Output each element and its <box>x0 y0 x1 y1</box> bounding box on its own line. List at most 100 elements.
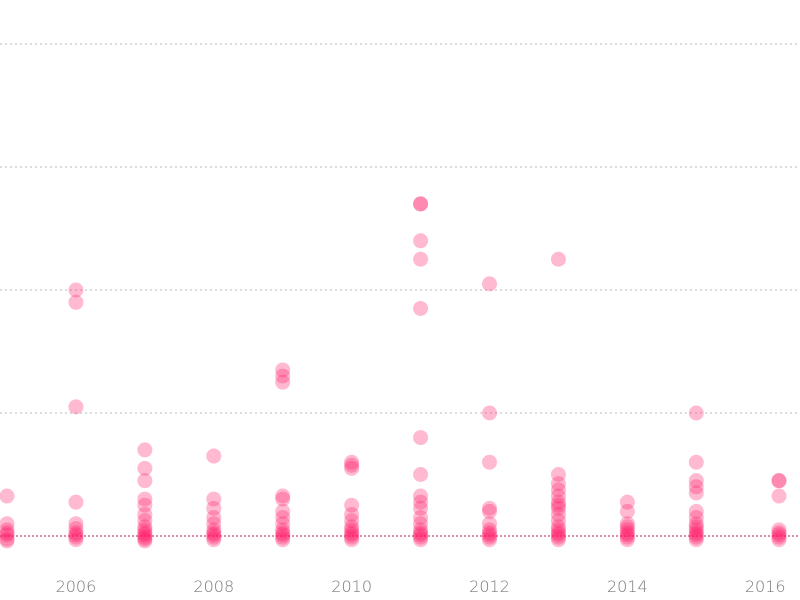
data-point <box>137 522 153 538</box>
data-point <box>688 516 704 532</box>
data-point <box>482 525 497 541</box>
data-point <box>550 506 566 522</box>
data-point <box>688 503 704 519</box>
data-point <box>482 529 497 545</box>
data-point <box>619 522 635 538</box>
data-point <box>550 482 566 498</box>
data-point <box>275 527 291 543</box>
data-point <box>137 497 153 513</box>
data-point <box>137 473 153 489</box>
data-point <box>482 405 497 421</box>
data-point <box>688 532 704 548</box>
data-point <box>68 527 84 543</box>
data-point <box>619 494 635 510</box>
data-point <box>68 532 84 548</box>
data-point <box>413 488 429 504</box>
data-point <box>771 529 787 545</box>
data-points <box>0 196 787 549</box>
data-point <box>413 532 429 548</box>
data-point <box>550 500 566 516</box>
data-point <box>771 525 787 541</box>
data-point <box>413 510 429 526</box>
x-axis: 2006 2008 2010 2012 2014 2016 <box>56 577 786 596</box>
data-point <box>137 506 153 522</box>
data-point <box>771 522 787 538</box>
data-point <box>275 516 291 532</box>
data-point <box>688 527 704 543</box>
data-point <box>482 454 497 470</box>
data-point <box>550 251 566 267</box>
data-point <box>550 494 566 510</box>
data-point <box>206 516 222 532</box>
data-point <box>68 399 84 415</box>
x-tick-label: 2006 <box>56 577 97 596</box>
data-point <box>413 494 429 510</box>
data-point <box>413 522 429 538</box>
data-point <box>688 405 704 421</box>
data-point <box>550 488 566 504</box>
data-point <box>550 467 566 482</box>
data-point <box>413 529 429 545</box>
data-point <box>619 527 635 543</box>
data-point <box>275 522 291 538</box>
data-point <box>344 529 360 545</box>
data-point <box>275 374 291 390</box>
data-point <box>482 527 497 543</box>
data-point <box>0 525 15 541</box>
data-point <box>688 522 704 538</box>
data-point <box>688 454 704 470</box>
data-point <box>137 527 153 543</box>
data-point <box>771 473 787 489</box>
data-point <box>771 527 787 543</box>
data-point <box>344 513 360 529</box>
data-point <box>68 516 84 532</box>
data-point <box>275 491 291 507</box>
data-point <box>413 233 429 249</box>
data-point <box>688 510 704 526</box>
data-point <box>771 473 787 489</box>
data-point <box>482 516 497 532</box>
data-point <box>413 300 429 316</box>
x-tick-label: 2014 <box>607 577 648 596</box>
data-point <box>619 525 635 541</box>
data-point <box>550 525 566 541</box>
data-point <box>206 529 222 545</box>
data-point <box>344 525 360 541</box>
data-point <box>137 529 153 545</box>
data-point <box>137 460 153 476</box>
data-point <box>344 457 360 473</box>
data-point <box>482 522 497 538</box>
data-point <box>413 196 429 212</box>
x-tick-label: 2010 <box>331 577 372 596</box>
data-point <box>688 473 704 489</box>
data-point <box>688 525 704 541</box>
data-point <box>275 529 291 545</box>
data-point <box>275 488 291 504</box>
data-point <box>344 522 360 538</box>
data-point <box>0 533 15 549</box>
data-point <box>0 522 15 538</box>
data-point <box>206 525 222 541</box>
data-point <box>550 522 566 538</box>
data-point <box>413 430 429 446</box>
data-point <box>619 503 635 519</box>
data-point <box>619 516 635 532</box>
data-point <box>550 476 566 492</box>
data-point <box>275 525 291 541</box>
data-point <box>550 513 566 529</box>
x-tick-label: 2008 <box>193 577 234 596</box>
data-point <box>482 532 497 548</box>
data-point <box>0 516 15 532</box>
gridlines <box>0 43 800 537</box>
data-point <box>0 488 15 504</box>
data-point <box>482 500 497 516</box>
data-point <box>68 521 84 537</box>
data-point <box>206 522 222 538</box>
data-point <box>413 251 429 267</box>
data-point <box>413 525 429 541</box>
data-point <box>206 527 222 543</box>
data-point <box>413 467 429 482</box>
data-point <box>275 368 291 384</box>
data-point <box>550 527 566 543</box>
